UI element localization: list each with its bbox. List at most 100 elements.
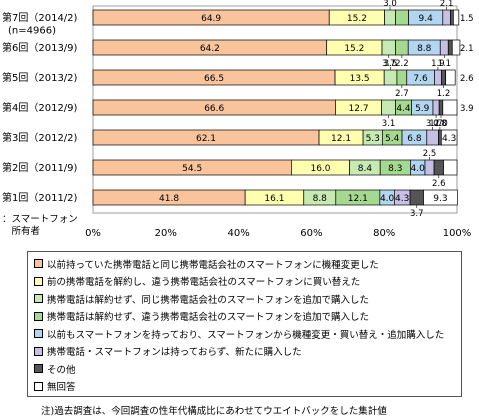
legend-item: 以前持っていた携帯電話と同じ携帯電話会社のスマートフォンに機種変更した bbox=[34, 257, 379, 271]
row-label: 第4回（2012/9) bbox=[2, 101, 78, 114]
row-label: 第1回（2011/2) bbox=[2, 191, 78, 204]
data-label: 2.6 bbox=[432, 179, 446, 189]
legend-label: 以前もスマートフォンを持っており、スマートフォンから機種変更・買い替え・追加購入… bbox=[47, 329, 445, 341]
row-label: 第7回（2014/2) bbox=[2, 11, 78, 24]
x-tick-label: 20% bbox=[155, 228, 177, 239]
bar-segment bbox=[453, 9, 460, 26]
x-tick-label: 80% bbox=[373, 228, 395, 239]
data-label: 1.5 bbox=[460, 14, 474, 24]
data-label: 12.7 bbox=[349, 104, 369, 114]
bar-segment bbox=[426, 129, 439, 146]
bar-segment bbox=[423, 189, 458, 206]
data-label: 64.9 bbox=[201, 14, 221, 24]
data-label: 1.1 bbox=[437, 59, 451, 69]
row-label: 第5回（2013/2) bbox=[2, 71, 78, 84]
x-tick-label: 60% bbox=[300, 228, 322, 239]
data-label: 2.6 bbox=[460, 74, 474, 84]
bar-segment bbox=[433, 159, 444, 176]
bar-segment bbox=[381, 99, 396, 116]
bar-segment bbox=[384, 9, 396, 26]
bar-segment bbox=[395, 39, 409, 56]
data-label: 5.3 bbox=[366, 134, 380, 144]
bar-segment bbox=[442, 99, 458, 116]
data-label: 3.5 bbox=[384, 59, 398, 69]
x-tick-label: 40% bbox=[227, 228, 249, 239]
data-label: 4.0 bbox=[411, 164, 426, 174]
bar-segment bbox=[450, 9, 454, 26]
legend-label: 以前持っていた携帯電話と同じ携帯電話会社のスマートフォンに機種変更した bbox=[47, 259, 379, 271]
bar-segment bbox=[381, 39, 396, 56]
data-label: 5.9 bbox=[415, 104, 430, 114]
data-label: 3.1 bbox=[382, 119, 396, 129]
data-label: 1.2 bbox=[437, 89, 451, 99]
y-axis-caption: 所有者 bbox=[2, 225, 40, 237]
data-label: 12.1 bbox=[348, 194, 368, 204]
data-label: 5.4 bbox=[385, 134, 400, 144]
legend-swatch bbox=[34, 311, 43, 321]
data-label: 1.0 bbox=[434, 119, 448, 129]
data-label: 8.4 bbox=[358, 164, 373, 174]
bar-segment bbox=[424, 159, 435, 176]
data-label: 66.5 bbox=[204, 74, 224, 84]
data-label: 4.4 bbox=[396, 104, 411, 114]
legend-label: 携帯電話は解約せず、違う携帯電話会社のスマートフォンを追加で購入した bbox=[47, 312, 370, 323]
bar-segment bbox=[434, 69, 442, 86]
bar-segment bbox=[439, 39, 449, 56]
footnote: 注)過去調査は、今回調査の性年代構成比にあわせてウエイトバックをした集計値 bbox=[41, 406, 387, 417]
legend-swatch bbox=[34, 346, 43, 356]
row-sublabel: (n=4966) bbox=[8, 26, 56, 37]
legend-item: 携帯電話は解約せず、同じ携帯電話会社のスマートフォンを追加で購入した bbox=[34, 292, 370, 306]
legend-item: 無回答 bbox=[34, 380, 76, 393]
bar-segment bbox=[447, 39, 453, 56]
data-label: 2.2 bbox=[395, 59, 409, 69]
data-label: 62.1 bbox=[196, 134, 216, 144]
data-label: 3.9 bbox=[460, 104, 474, 114]
data-label: 15.2 bbox=[347, 14, 367, 24]
row-label: 第6回（2013/9) bbox=[2, 41, 78, 54]
data-label: 4.0 bbox=[380, 194, 395, 204]
row-label: 第2回（2011/9) bbox=[2, 161, 78, 174]
legend-label: その他 bbox=[47, 364, 76, 376]
data-label: 15.2 bbox=[344, 44, 364, 54]
legend-swatch bbox=[34, 364, 43, 373]
data-label: 3.2 bbox=[426, 119, 440, 129]
data-label: 3.7 bbox=[382, 59, 396, 69]
bar-segment bbox=[440, 129, 458, 146]
data-label: 16.0 bbox=[310, 164, 330, 174]
data-label: 4.3 bbox=[442, 134, 456, 144]
data-label: 66.6 bbox=[204, 104, 224, 114]
data-label: 1.9 bbox=[431, 59, 445, 69]
legend-item: 以前もスマートフォンを持っており、スマートフォンから機種変更・買い替え・追加購入… bbox=[34, 327, 445, 341]
legend-swatch bbox=[34, 294, 43, 303]
data-label: 4.3 bbox=[395, 194, 409, 204]
x-tick-label: 100% bbox=[443, 228, 472, 239]
data-label: 13.5 bbox=[350, 74, 370, 84]
data-label: 54.5 bbox=[182, 164, 202, 174]
legend-item: 携帯電話・スマートフォンは持っておらず、新たに購入した bbox=[34, 345, 302, 358]
bar-segment bbox=[396, 69, 408, 86]
data-label: 16.1 bbox=[264, 194, 284, 204]
data-label: 3.7 bbox=[410, 209, 424, 219]
data-label: 7.6 bbox=[413, 74, 428, 84]
bar-segment bbox=[438, 99, 444, 116]
legend-item: その他 bbox=[34, 362, 76, 376]
bar-segment bbox=[445, 69, 456, 86]
bar-segment bbox=[442, 9, 451, 26]
legend-swatch bbox=[34, 259, 43, 268]
data-label: 9.3 bbox=[433, 194, 447, 204]
bar-segment bbox=[451, 39, 461, 56]
x-tick-label: 0% bbox=[85, 228, 101, 239]
bar-segment bbox=[432, 99, 440, 116]
legend: 以前持っていた携帯電話と同じ携帯電話会社のスマートフォンに機種変更した 前の携帯電… bbox=[27, 251, 462, 397]
data-label: 8.8 bbox=[417, 44, 432, 54]
legend-label: 前の携帯電話を解約し、違う携帯電話会社のスマートフォンに買い替えた bbox=[47, 277, 361, 288]
data-label: 41.8 bbox=[159, 194, 179, 204]
data-label: 8.3 bbox=[388, 164, 402, 174]
stacked-bar-chart: 0% 20% 40% 60% 80% 100% ：スマートフォン 所有者 第7回（2014/2… bbox=[2, 0, 474, 239]
data-label: 12.1 bbox=[331, 134, 351, 144]
data-label: 0.8 bbox=[433, 119, 447, 129]
legend-label: 携帯電話は解約せず、同じ携帯電話会社のスマートフォンを追加で購入した bbox=[47, 294, 370, 306]
data-label: 2.7 bbox=[395, 89, 409, 99]
bar-segment bbox=[443, 159, 458, 176]
data-label: 1.7 bbox=[429, 119, 443, 129]
